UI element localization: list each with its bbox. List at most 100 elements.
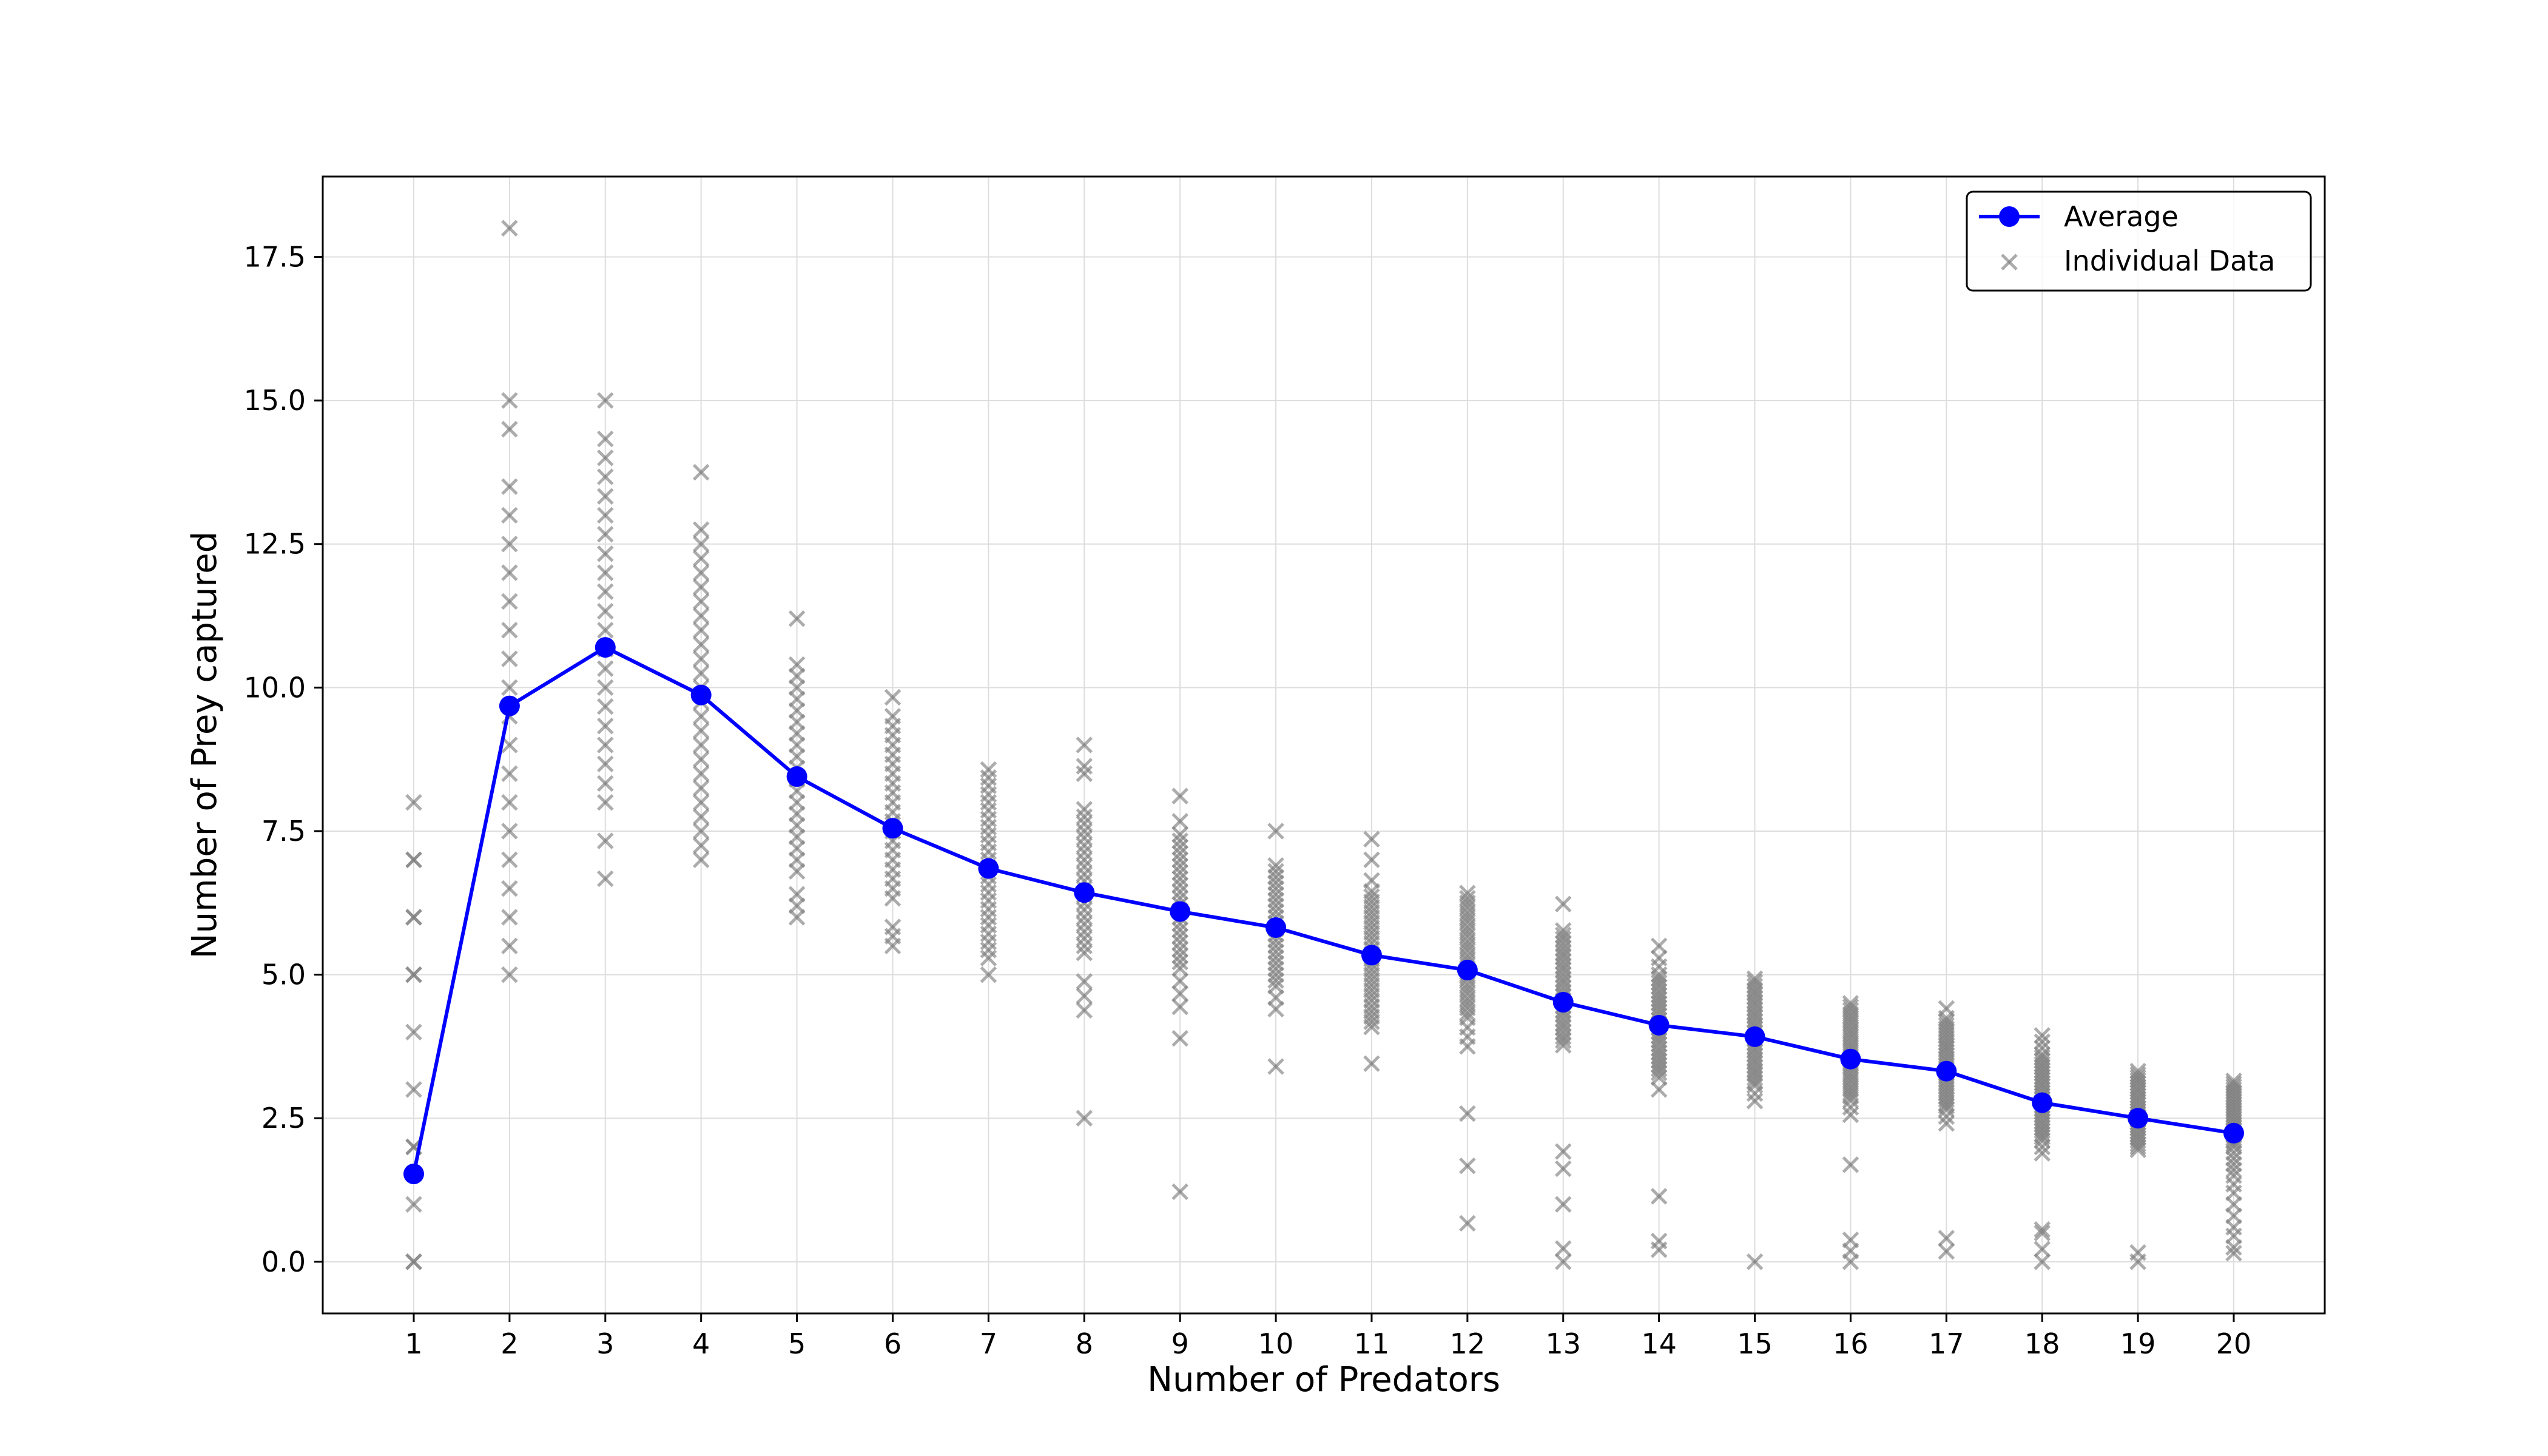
- marker-stroke: [692, 808, 710, 826]
- individual-data-point: [597, 507, 614, 524]
- individual-data-point: [692, 564, 710, 581]
- average-series: [403, 637, 2244, 1185]
- x-tick-label: 17: [1929, 1327, 1964, 1360]
- individual-data-point: [1171, 1030, 1188, 1047]
- marker-stroke: [1746, 974, 1764, 991]
- individual-data-point: [692, 463, 710, 481]
- marker-stroke: [1746, 1253, 1764, 1270]
- individual-data-point: [501, 909, 518, 926]
- marker-stroke: [501, 420, 518, 438]
- marker-stroke: [1938, 1017, 1955, 1034]
- marker-stroke: [501, 880, 518, 897]
- marker-stroke: [2225, 1072, 2242, 1090]
- x-tick-label: 14: [1641, 1327, 1677, 1360]
- marker-stroke: [692, 535, 710, 553]
- marker-stroke: [1076, 987, 1093, 1005]
- individual-data-point: [692, 722, 710, 740]
- individual-data-point: [1076, 901, 1093, 918]
- individual-data-point: [1554, 1143, 1572, 1160]
- marker-stroke: [597, 679, 614, 696]
- marker-stroke: [1076, 930, 1093, 947]
- marker-stroke: [1842, 998, 1859, 1016]
- individual-data-point: [1076, 858, 1093, 875]
- individual-data-point: [1650, 1232, 1668, 1250]
- marker-stroke: [1171, 870, 1188, 888]
- individual-data-point: [597, 468, 614, 485]
- marker-stroke: [692, 564, 710, 581]
- individual-data-point: [1171, 960, 1188, 977]
- individual-data-point: [1171, 921, 1188, 939]
- individual-data-point: [1171, 813, 1188, 830]
- marker-stroke: [597, 583, 614, 601]
- individual-data-point: [2034, 1052, 2051, 1070]
- marker-stroke: [1171, 813, 1188, 830]
- legend-average-marker: [1999, 206, 2020, 227]
- individual-data-point: [2225, 1075, 2242, 1093]
- individual-data-point: [1076, 808, 1093, 826]
- individual-data-point: [692, 535, 710, 553]
- individual-data-point: [1459, 1215, 1476, 1232]
- marker-stroke: [1076, 815, 1093, 832]
- marker-stroke: [1267, 823, 1284, 840]
- individual-data-point: [788, 886, 806, 903]
- marker-stroke: [1554, 1160, 1572, 1178]
- marker-stroke: [597, 698, 614, 715]
- individual-data-point: [788, 656, 806, 673]
- marker-stroke: [692, 650, 710, 667]
- marker-stroke: [1363, 831, 1380, 848]
- individual-data-point: [692, 750, 710, 768]
- individual-data-point: [1650, 1188, 1668, 1205]
- average-point: [1361, 945, 1382, 966]
- individual-data-point: [597, 660, 614, 677]
- marker-stroke: [692, 607, 710, 624]
- marker-stroke: [597, 430, 614, 448]
- marker-stroke: [1554, 926, 1572, 944]
- marker-stroke: [2034, 1052, 2051, 1070]
- marker-stroke: [1076, 923, 1093, 940]
- marker-stroke: [1171, 934, 1188, 951]
- individual-data-point: [692, 794, 710, 811]
- average-point: [2128, 1108, 2149, 1129]
- individual-data-point: [1363, 1055, 1380, 1073]
- marker-stroke: [1746, 1093, 1764, 1110]
- marker-stroke: [1076, 973, 1093, 990]
- marker-stroke: [597, 392, 614, 409]
- individual-data-point: [1076, 829, 1093, 847]
- individual-data-point: [692, 664, 710, 682]
- x-tick-label: 11: [1354, 1327, 1390, 1360]
- marker-stroke: [501, 535, 518, 553]
- individual-data-point: [1076, 765, 1093, 783]
- individual-data-point: [2034, 1027, 2051, 1044]
- average-point: [1840, 1048, 1861, 1070]
- marker-stroke: [1554, 1196, 1572, 1213]
- marker-stroke: [2225, 1078, 2242, 1095]
- individual-data-point: [1554, 1160, 1572, 1178]
- individual-data-point: [597, 698, 614, 715]
- marker-stroke: [501, 507, 518, 524]
- marker-stroke: [692, 837, 710, 854]
- individual-data-point: [1171, 826, 1188, 843]
- legend: Average Individual Data: [1966, 190, 2312, 292]
- marker-stroke: [1171, 877, 1188, 894]
- individual-data-point: [405, 966, 422, 983]
- marker-stroke: [1076, 1002, 1093, 1019]
- marker-stroke: [2129, 1062, 2146, 1080]
- x-tick-label: 3: [596, 1327, 614, 1360]
- individual-data-point: [405, 794, 422, 811]
- individual-data-point: [597, 870, 614, 888]
- individual-data-point: [692, 607, 710, 624]
- marker-stroke: [692, 521, 710, 538]
- marker-stroke: [405, 1253, 422, 1270]
- x-tick-label: 7: [980, 1327, 997, 1360]
- individual-data-point: [1171, 857, 1188, 875]
- marker-stroke: [1171, 960, 1188, 977]
- individual-data-point: [501, 765, 518, 783]
- marker-stroke: [1076, 844, 1093, 861]
- individual-data-point: [692, 650, 710, 667]
- average-point: [882, 818, 903, 839]
- y-tick-label: 15.0: [244, 384, 306, 417]
- individual-data-point: [1459, 885, 1476, 902]
- marker-stroke: [692, 794, 710, 811]
- individual-data-point: [405, 1023, 422, 1041]
- marker-stroke: [405, 966, 422, 983]
